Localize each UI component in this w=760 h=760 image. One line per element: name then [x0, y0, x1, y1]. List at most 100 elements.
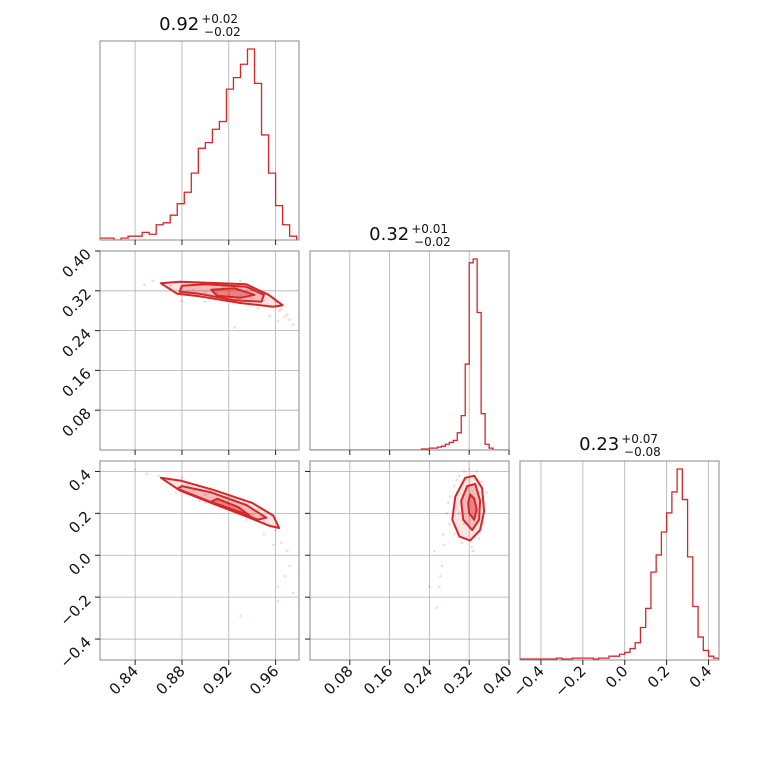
pair-1-2-sample-14	[452, 484, 456, 488]
panel-hist-param-2: −0.4 −0.2 0.0 0.2 0.4	[509, 460, 720, 701]
pair-1-2-sample-27	[447, 501, 450, 505]
pair-0-2-yticklabel-3: 0.2	[65, 507, 95, 537]
pair-1-2-frame	[309, 460, 510, 661]
pair-1-2-sample-15	[443, 543, 446, 547]
pair-1-2-sample-25	[485, 491, 488, 494]
pair-0-1-sample-4	[215, 291, 219, 295]
title-param-1: 0.32 +0.01 −0.02	[369, 222, 451, 249]
pair-1-2-contour-level-1	[467, 493, 478, 521]
hist-2-xticklabel-2: 0.0	[602, 662, 632, 692]
pair-0-1-sample-5	[227, 292, 231, 296]
pair-1-2-xticklabel-3: 0.32	[440, 662, 476, 698]
pair-0-1-sample-15	[143, 283, 146, 287]
pair-0-2-sample-29	[239, 614, 242, 618]
pair-0-1-sample-6	[239, 294, 242, 298]
hist-2-xticklabel-3: 0.2	[644, 662, 674, 692]
pair-0-2-xticklabel-0: 0.84	[106, 662, 142, 698]
pair-0-1-sample-29	[283, 315, 287, 318]
pair-0-2-sample-25	[198, 499, 201, 503]
pair-0-1-contour-level-1	[210, 287, 256, 299]
pair-0-1-sample-11	[285, 313, 289, 316]
pair-0-2-sample-20	[256, 507, 260, 511]
pair-0-2-yticklabel-2: 0.0	[65, 549, 95, 579]
pair-1-2-xticklabel-0: 0.08	[320, 662, 356, 698]
pair-0-1-sample-0	[168, 284, 172, 288]
pair-0-1-yticklabel-0: 0.08	[58, 404, 94, 440]
hist-2-xticklabel-0: −0.4	[509, 662, 547, 700]
pair-1-2-sample-8	[470, 545, 473, 549]
pair-1-2-sample-22	[457, 512, 461, 515]
pair-1-2-sample-20	[433, 549, 436, 553]
pair-0-1-sample-16	[151, 279, 154, 283]
pair-0-1-sample-20	[180, 299, 184, 303]
pair-1-2-sample-19	[439, 574, 442, 578]
pair-0-1-frame	[99, 250, 300, 451]
pair-0-2-sample-0	[133, 468, 137, 471]
hist-2-step	[520, 468, 719, 660]
pair-0-2-sample-16	[283, 574, 287, 578]
pair-1-2-sample-10	[452, 533, 456, 536]
pair-1-2-sample-21	[428, 585, 431, 588]
title-param-0-median: 0.92	[159, 14, 199, 35]
pair-1-2-sample-29	[442, 533, 445, 536]
pair-0-1-sample-36	[256, 306, 260, 310]
title-param-2: 0.23 +0.07 −0.08	[579, 432, 661, 459]
title-param-0: 0.92 +0.02 −0.02	[159, 12, 241, 39]
title-param-1-plus: +0.01	[411, 222, 448, 236]
pair-1-2-sample-18	[435, 606, 439, 609]
panel-hist-param-1	[309, 250, 510, 455]
pair-0-1-sample-14	[268, 314, 272, 317]
pair-0-1-sample-28	[277, 309, 281, 313]
panel-hist-param-0	[99, 40, 300, 245]
pair-1-2-xticklabel-2: 0.24	[400, 662, 436, 698]
pair-0-2-sample-6	[204, 493, 207, 496]
pair-0-1-sample-25	[245, 288, 248, 292]
pair-0-2-xticklabel-3: 0.96	[246, 662, 282, 698]
pair-0-2-sample-2	[157, 474, 160, 477]
pair-1-2-sample-26	[455, 478, 459, 482]
pair-1-2-xticklabel-1: 0.16	[360, 662, 396, 698]
pair-0-2-sample-24	[174, 491, 178, 494]
pair-0-2-xticklabel-1: 0.88	[152, 662, 188, 698]
pair-1-2-sample-9	[460, 541, 464, 544]
pair-1-2-sample-17	[438, 585, 441, 588]
hist-2-xticklabel-1: −0.2	[551, 662, 589, 700]
pair-0-1-sample-2	[192, 288, 195, 292]
panel-scatter-param-1-vs-2: 0.08 0.16 0.24 0.32 0.40	[305, 460, 516, 698]
hist-1-step	[310, 258, 509, 450]
hist-0-step	[100, 48, 298, 240]
pair-1-2-sample-28	[471, 549, 475, 553]
pair-1-2-sample-1	[462, 470, 466, 473]
title-param-2-plus: +0.07	[621, 432, 658, 446]
pair-1-2-sample-0	[457, 474, 461, 477]
pair-0-1-sample-21	[204, 300, 207, 304]
hist-2-frame	[519, 460, 720, 661]
pair-0-2-sample-31	[262, 533, 266, 536]
hist-1-frame	[309, 250, 510, 451]
pair-1-2-sample-13	[448, 495, 452, 498]
pair-1-2-sample-3	[475, 470, 478, 473]
pair-0-2-sample-33	[204, 501, 207, 505]
hist-2-xticklabel-4: 0.4	[686, 662, 716, 692]
pair-0-2-sample-17	[291, 591, 295, 595]
pair-0-1-yticklabel-1: 0.16	[58, 365, 94, 401]
pair-1-2-sample-23	[462, 522, 466, 526]
pair-1-2-sample-4	[480, 480, 483, 484]
pair-0-1-sample-31	[291, 323, 295, 326]
pair-0-2-sample-10	[250, 514, 254, 517]
title-param-2-minus: −0.08	[624, 445, 661, 459]
pair-1-2-sample-7	[477, 537, 481, 540]
panel-scatter-param-0-vs-2: 0.84 0.88 0.92 0.96 −0.4 −0.2 0.0 0.2 0.4	[56, 460, 300, 698]
pair-0-1-sample-7	[250, 296, 254, 300]
pair-0-1-sample-30	[233, 326, 236, 329]
pair-0-2-sample-12	[274, 528, 277, 532]
pair-1-2-xticklabel-4: 0.40	[479, 662, 515, 698]
title-param-0-minus: −0.02	[204, 25, 241, 39]
pair-0-1-sample-13	[276, 319, 280, 322]
pair-0-1-sample-10	[280, 308, 283, 312]
pair-0-1-yticklabel-3: 0.32	[58, 285, 94, 321]
pair-0-1-sample-12	[288, 318, 291, 321]
pair-0-1-yticklabel-2: 0.24	[58, 325, 94, 361]
title-param-0-plus: +0.02	[201, 12, 238, 26]
